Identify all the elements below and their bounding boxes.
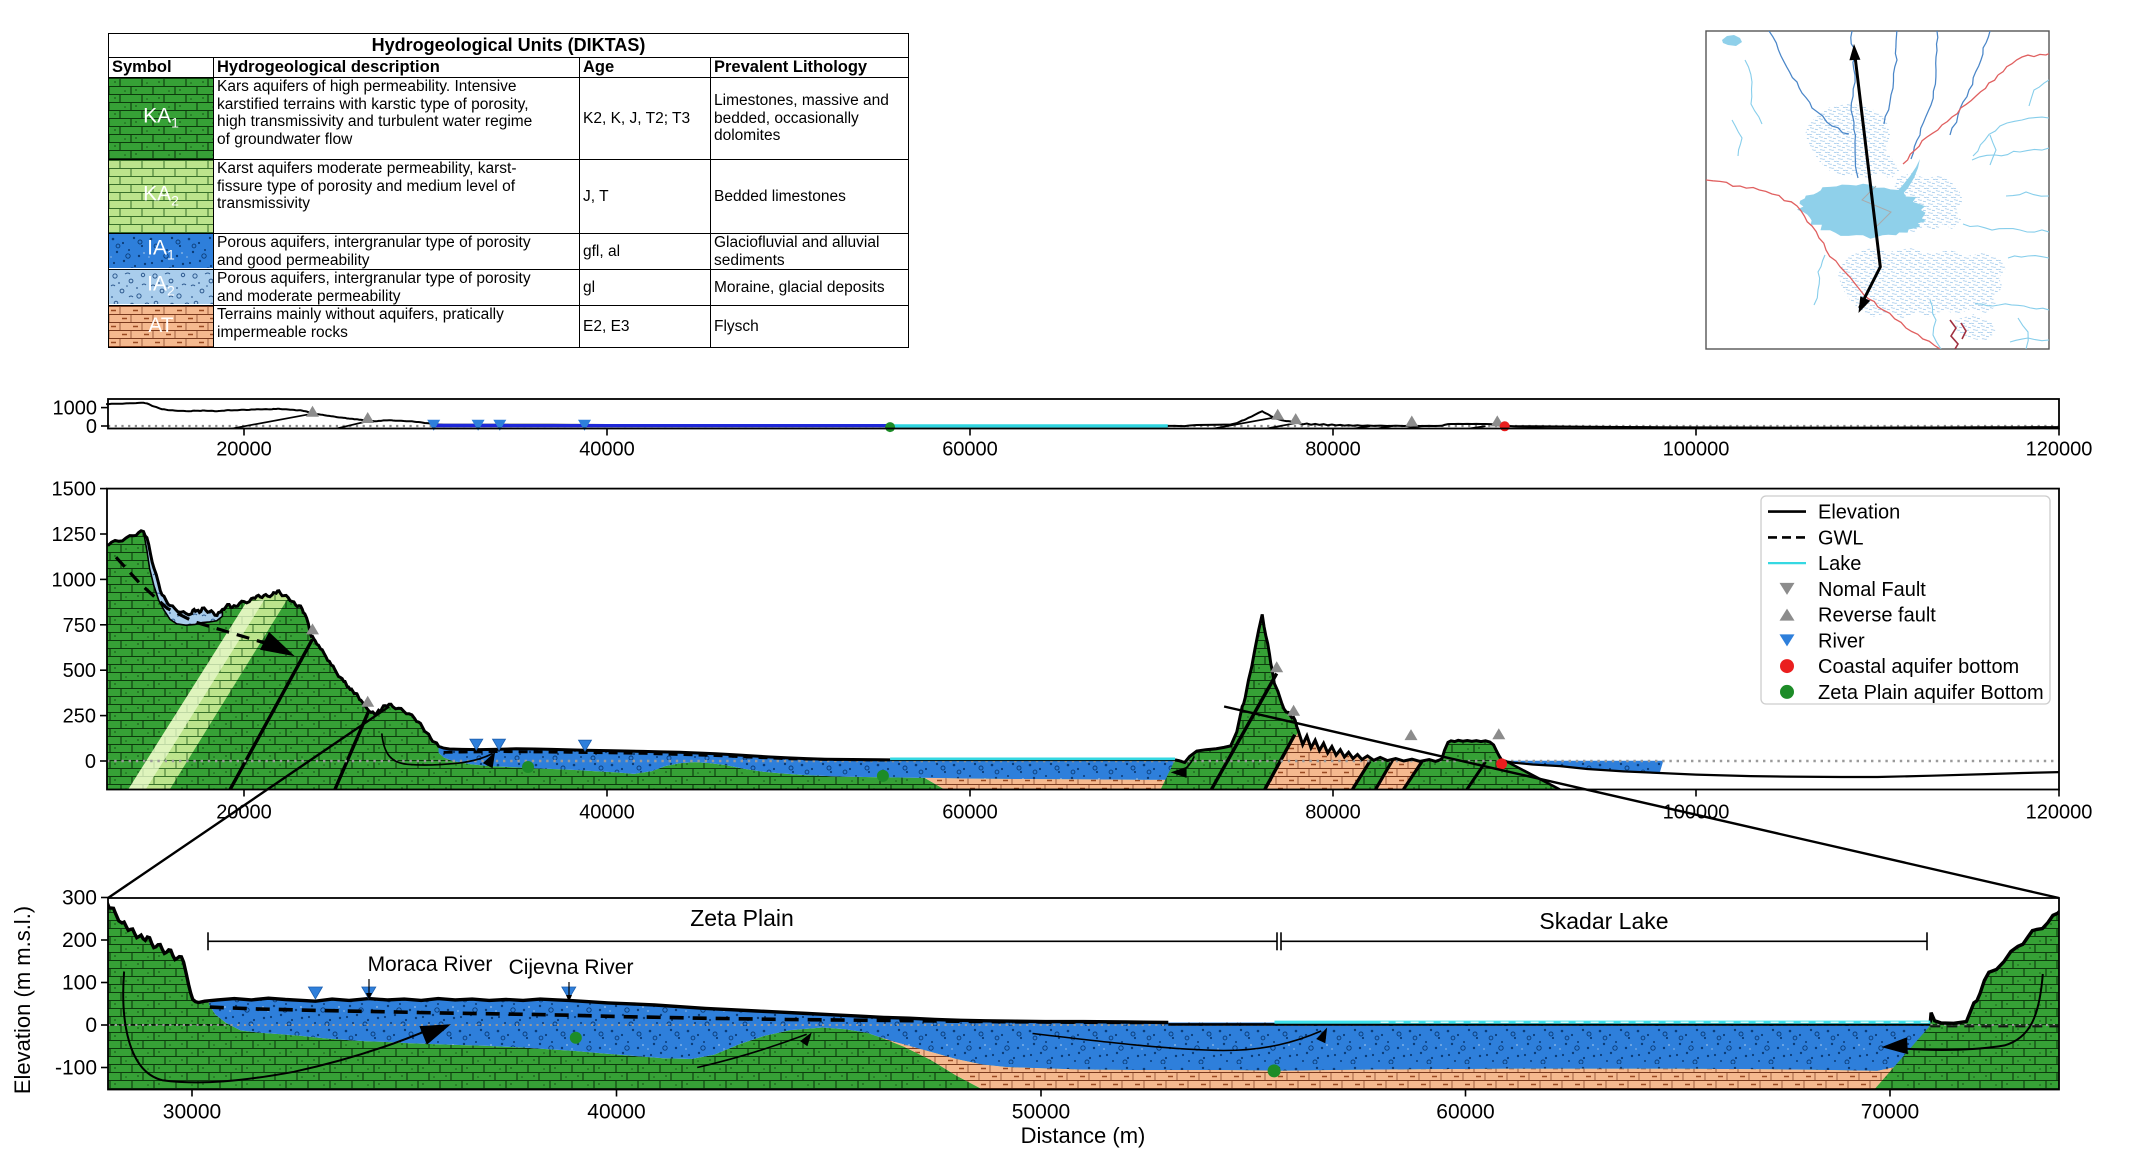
svg-text:Cijevna River: Cijevna River [509, 956, 634, 979]
svg-text:Nomal Fault: Nomal Fault [1818, 579, 1926, 601]
svg-text:Elevation: Elevation [1818, 502, 1900, 524]
svg-text:30000: 30000 [163, 1101, 221, 1124]
svg-text:-100: -100 [55, 1057, 97, 1080]
svg-text:120000: 120000 [2026, 802, 2093, 824]
svg-text:GWL: GWL [1818, 527, 1864, 549]
svg-text:60000: 60000 [942, 802, 998, 824]
svg-text:1000: 1000 [53, 398, 98, 420]
svg-text:Skadar Lake: Skadar Lake [1539, 908, 1668, 934]
svg-text:Reverse fault: Reverse fault [1818, 605, 1936, 627]
svg-text:Distance (m): Distance (m) [1021, 1123, 1146, 1148]
svg-text:Zeta Plain aquifer Bottom: Zeta Plain aquifer Bottom [1818, 682, 2044, 704]
svg-text:Moraca River: Moraca River [368, 953, 493, 976]
svg-text:70000: 70000 [1861, 1101, 1919, 1124]
svg-text:40000: 40000 [579, 802, 635, 824]
svg-text:80000: 80000 [1305, 439, 1361, 461]
svg-text:20000: 20000 [216, 802, 272, 824]
svg-text:750: 750 [63, 615, 96, 637]
svg-text:0: 0 [85, 1014, 97, 1037]
svg-text:80000: 80000 [1305, 802, 1361, 824]
svg-text:120000: 120000 [2026, 439, 2093, 461]
svg-text:River: River [1818, 630, 1865, 652]
svg-text:Coastal aquifer bottom: Coastal aquifer bottom [1818, 656, 2019, 678]
svg-text:60000: 60000 [1436, 1101, 1494, 1124]
svg-text:1500: 1500 [52, 479, 97, 501]
svg-text:100000: 100000 [1663, 439, 1730, 461]
svg-text:Zeta Plain: Zeta Plain [690, 905, 794, 931]
svg-text:1250: 1250 [52, 524, 97, 546]
svg-text:40000: 40000 [579, 439, 635, 461]
svg-text:0: 0 [85, 751, 96, 773]
svg-text:20000: 20000 [216, 439, 272, 461]
svg-text:300: 300 [62, 887, 97, 910]
svg-text:250: 250 [63, 706, 96, 728]
svg-text:Lake: Lake [1818, 553, 1861, 575]
svg-text:100: 100 [62, 972, 97, 995]
svg-text:0: 0 [86, 416, 97, 438]
svg-text:Elevation (m m.s.l.): Elevation (m m.s.l.) [10, 906, 35, 1094]
svg-text:500: 500 [63, 660, 96, 682]
svg-text:200: 200 [62, 929, 97, 952]
svg-text:1000: 1000 [52, 569, 97, 591]
svg-text:60000: 60000 [942, 439, 998, 461]
svg-text:50000: 50000 [1012, 1101, 1070, 1124]
svg-text:40000: 40000 [587, 1101, 645, 1124]
